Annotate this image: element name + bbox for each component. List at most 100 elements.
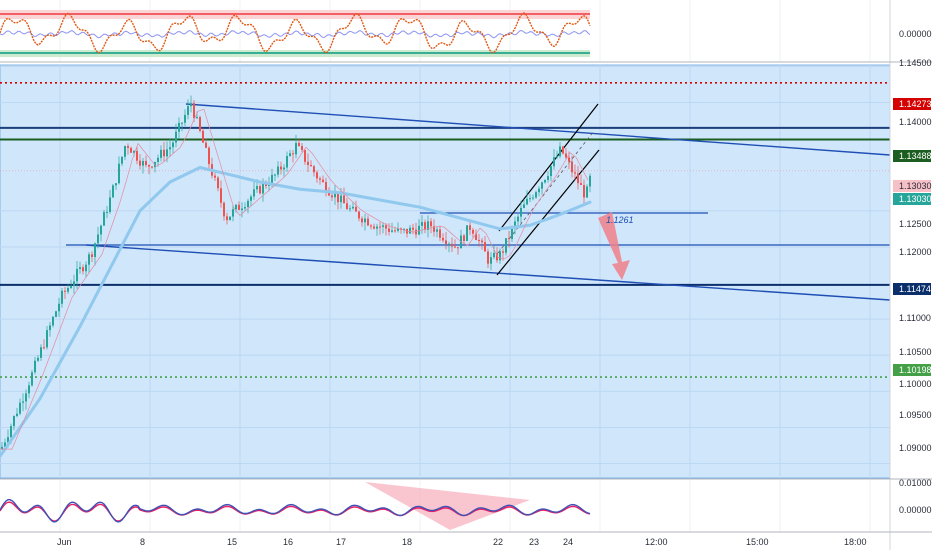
candle-up [190,103,192,107]
price-tag-support[interactable]: 1.11474 [893,283,931,295]
candle-up [274,174,276,176]
candle-up [262,183,264,194]
candle-up [25,393,27,402]
candle-up [409,227,411,234]
candle-down [304,150,306,162]
candle-down [508,238,510,240]
y-tick-label: 0.01000 [899,478,932,488]
candle-down [430,221,432,227]
candle-up [97,234,99,244]
candle-up [115,183,117,186]
candle-down [475,233,477,241]
candle-up [382,225,384,227]
candle-up [277,166,279,175]
y-tick-label: 1.10000 [899,379,932,389]
candle-up [172,142,174,148]
candle-down [571,161,573,173]
candle-up [76,268,78,282]
candle-up [7,437,9,443]
candle-up [544,179,546,183]
candle-down [91,254,93,257]
candle-down [43,347,45,349]
candle-up [436,229,438,232]
candle-up [22,401,24,403]
time-axis[interactable]: Jun 8 15 16 17 18 22 23 24 12:00 15:00 1… [57,537,867,547]
candle-up [448,243,450,245]
y-tick-label: 1.14500 [899,58,932,68]
candle-down [331,195,333,198]
y-tick-label: 0.00000 [899,505,932,515]
candle-up [100,225,102,235]
candle-down [394,230,396,232]
x-tick-label: Jun [57,537,72,547]
candle-up [535,192,537,198]
candle-down [457,247,459,249]
price-tag-last-price[interactable]: 1.13030 [893,180,932,192]
candle-up [520,207,522,217]
candle-down [301,145,303,151]
candle-down [433,226,435,232]
down-arrow-icon [598,212,630,280]
candle-up [70,286,72,288]
price-tag-support-dotted[interactable]: 1.10198 [893,364,932,376]
price-tag-bg [893,180,931,192]
candle-up [559,146,561,157]
oscillator-line [0,12,591,54]
candle-down [223,202,225,217]
candle-down [361,218,363,223]
candle-up [34,360,36,373]
candle-down [136,150,138,161]
channel-lower-line [496,149,600,276]
candle-up [364,218,366,223]
price-tag-label: 1.11474 [899,284,931,294]
candle-down [388,228,390,232]
candle-down [145,160,147,166]
candle-up [271,174,273,185]
oscillator-line [0,499,591,523]
candle-up [103,212,105,226]
candle-down [64,290,66,292]
price-axis[interactable]: 1.14500 1.14000 1.12500 1.12000 1.11000 … [899,29,932,515]
candle-up [121,156,123,164]
candle-up [40,347,42,358]
price-tag-bg [893,193,931,205]
y-tick-label: 0.00000 [899,29,932,39]
candle-up [553,157,555,167]
candle-down [445,240,447,245]
x-tick-label: 18 [402,537,412,547]
candle-down [370,225,372,227]
y-tick-label: 1.12500 [899,219,932,229]
candles [1,95,591,452]
price-tag-current[interactable]: 1.13030 [893,193,932,205]
candle-down [355,206,357,212]
candle-down [199,117,201,131]
candle-up [253,189,255,197]
candle-up [550,166,552,177]
candle-up [13,416,15,427]
candle-up [532,197,534,199]
candle-down [481,240,483,243]
candle-up [241,208,243,211]
price-tag-label: 1.13488 [899,151,932,161]
price-tag-resistance-dotted[interactable]: 1.14273 [893,98,932,110]
candle-up [235,204,237,210]
candle-up [37,357,39,361]
candle-down [358,211,360,219]
y-tick-label: 1.11000 [899,313,931,323]
candle-up [349,208,351,210]
candle-down [484,242,486,252]
candle-down [385,225,387,229]
price-tag-resistance[interactable]: 1.13488 [893,150,932,162]
candle-up [157,157,159,162]
candle-up [541,182,543,189]
x-tick-label: 22 [493,537,503,547]
candle-down [562,146,564,154]
candle-down [343,195,345,204]
candle-down [316,172,318,179]
candle-up [4,442,6,447]
candle-down [202,130,204,143]
candle-up [250,196,252,201]
candle-up [166,149,168,157]
